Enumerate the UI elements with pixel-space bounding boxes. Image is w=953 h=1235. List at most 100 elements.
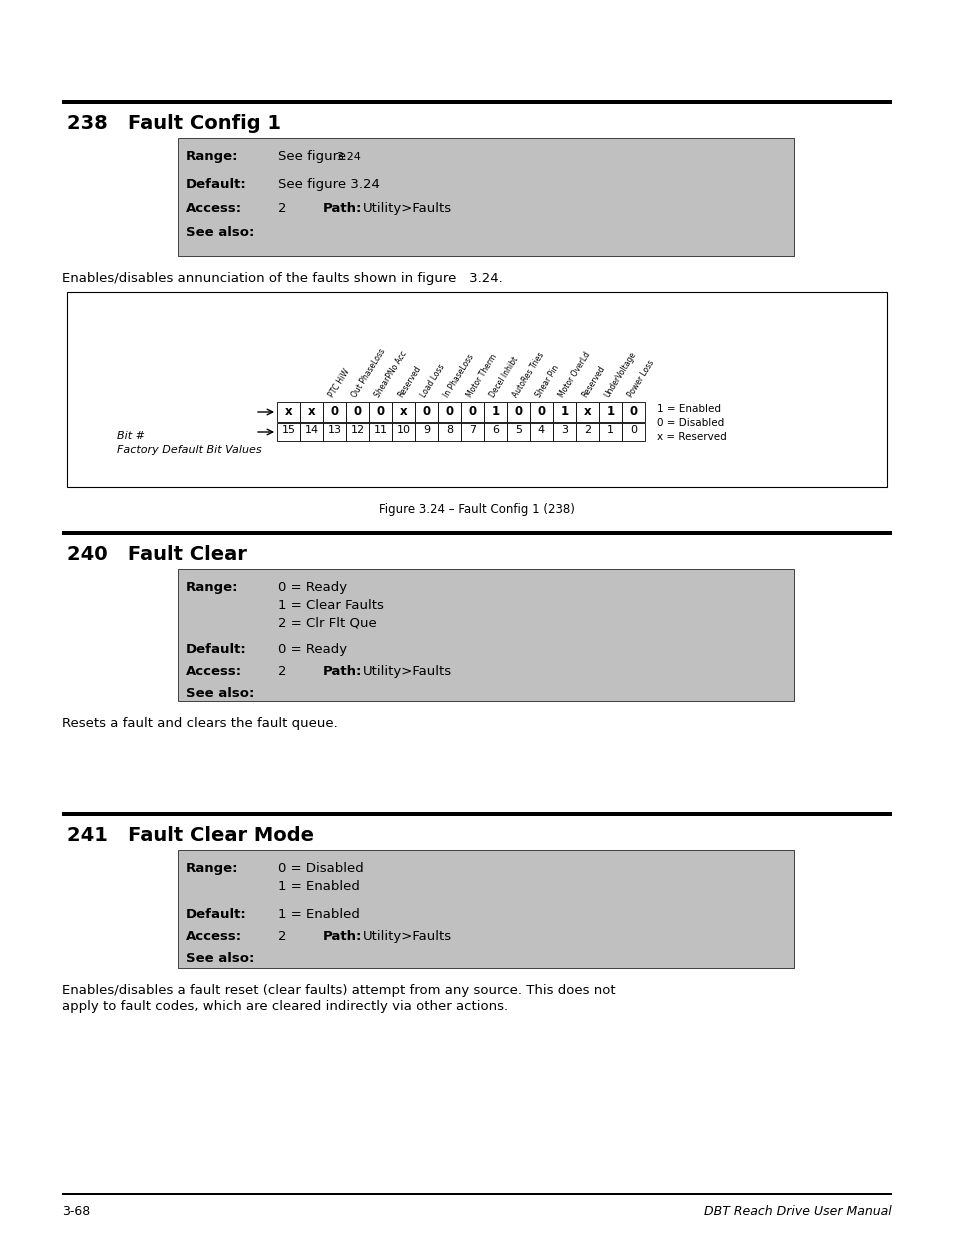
Bar [483, 424, 506, 441]
Text: 241   Fault Clear Mode: 241 Fault Clear Mode [67, 826, 314, 845]
Text: 0: 0 [330, 405, 338, 417]
Text: 2: 2 [277, 930, 286, 944]
Bar [621, 403, 644, 422]
Text: 0: 0 [537, 405, 545, 417]
Bar [553, 403, 576, 422]
Text: 2 = Clr Flt Que: 2 = Clr Flt Que [277, 618, 376, 630]
Text: 0 = Disabled: 0 = Disabled [657, 417, 723, 429]
Text: See also:: See also: [186, 952, 254, 965]
Text: 2: 2 [277, 664, 286, 678]
Text: 1: 1 [491, 405, 499, 417]
Text: Utility>Faults: Utility>Faults [363, 203, 452, 215]
Bar [299, 424, 323, 441]
Text: Shear Pin: Shear Pin [534, 363, 560, 399]
Bar [437, 403, 460, 422]
Bar [598, 424, 621, 441]
Text: Range:: Range: [186, 580, 238, 594]
Text: See also:: See also: [186, 687, 254, 700]
Text: 3: 3 [560, 425, 567, 435]
Text: Resets a fault and clears the fault queue.: Resets a fault and clears the fault queu… [62, 718, 337, 730]
Bar [346, 424, 369, 441]
Text: 238   Fault Config 1: 238 Fault Config 1 [67, 114, 281, 133]
Text: DBT Reach Drive User Manual: DBT Reach Drive User Manual [703, 1205, 891, 1218]
Bar [621, 424, 644, 441]
Bar [483, 403, 506, 422]
Text: 0: 0 [629, 405, 637, 417]
Bar [369, 424, 392, 441]
Text: 0 = Ready: 0 = Ready [277, 580, 347, 594]
Text: Path:: Path: [323, 930, 362, 944]
Text: 7: 7 [469, 425, 476, 435]
Text: x: x [399, 405, 407, 417]
Bar [437, 424, 460, 441]
Text: Enables/disables annunciation of the faults shown in figure   3.24.: Enables/disables annunciation of the fau… [62, 272, 502, 285]
Text: Decel Inhibt: Decel Inhibt [487, 356, 519, 399]
Text: Default:: Default: [186, 643, 247, 656]
Text: Out PhaseLoss: Out PhaseLoss [350, 347, 387, 399]
Text: 1 = Clear Faults: 1 = Clear Faults [277, 599, 383, 613]
Text: PTC HiW: PTC HiW [327, 367, 351, 399]
Text: 3-68: 3-68 [62, 1205, 91, 1218]
Bar [369, 403, 392, 422]
Text: Default:: Default: [186, 178, 247, 191]
Bar [178, 850, 793, 968]
Text: 0: 0 [445, 405, 453, 417]
Text: 1: 1 [606, 425, 614, 435]
Text: x: x [308, 405, 315, 417]
Text: x = Reserved: x = Reserved [657, 432, 726, 442]
Text: 0: 0 [353, 405, 361, 417]
Bar [178, 569, 793, 701]
Bar [62, 1193, 891, 1194]
Text: 5: 5 [515, 425, 521, 435]
Bar [576, 424, 598, 441]
Text: 1: 1 [606, 405, 614, 417]
Bar [62, 100, 891, 104]
Text: AutoRes Tries: AutoRes Tries [511, 351, 545, 399]
Text: Load Loss: Load Loss [418, 362, 446, 399]
Bar [276, 403, 299, 422]
Text: x: x [583, 405, 591, 417]
Text: Path:: Path: [323, 203, 362, 215]
Text: 14: 14 [304, 425, 318, 435]
Bar [598, 403, 621, 422]
Text: Utility>Faults: Utility>Faults [363, 664, 452, 678]
Text: UnderVoltage: UnderVoltage [602, 351, 638, 399]
Text: 15: 15 [281, 425, 295, 435]
Bar [460, 424, 483, 441]
Text: Utility>Faults: Utility>Faults [363, 930, 452, 944]
Bar [323, 403, 346, 422]
Text: See also:: See also: [186, 226, 254, 240]
Text: Power Loss: Power Loss [625, 358, 656, 399]
Text: 8: 8 [445, 425, 453, 435]
Bar [392, 424, 415, 441]
Text: Path:: Path: [323, 664, 362, 678]
Text: In PhaseLoss: In PhaseLoss [441, 352, 475, 399]
Bar [553, 424, 576, 441]
Text: Access:: Access: [186, 930, 242, 944]
Bar [323, 424, 346, 441]
Text: Access:: Access: [186, 664, 242, 678]
Text: ShearPNo Acc: ShearPNo Acc [373, 350, 408, 399]
Bar [415, 403, 437, 422]
Text: 0 = Disabled: 0 = Disabled [277, 862, 363, 876]
Text: 12: 12 [350, 425, 364, 435]
Bar [62, 531, 891, 535]
Text: 240   Fault Clear: 240 Fault Clear [67, 545, 247, 564]
Bar [506, 424, 530, 441]
Text: x: x [284, 405, 292, 417]
Text: Range:: Range: [186, 149, 238, 163]
Text: 11: 11 [374, 425, 387, 435]
Text: 1 = Enabled: 1 = Enabled [277, 881, 359, 893]
Bar [299, 403, 323, 422]
Text: Motor Therm: Motor Therm [464, 352, 498, 399]
Text: 10: 10 [396, 425, 410, 435]
Bar [530, 403, 553, 422]
Bar [460, 403, 483, 422]
Text: 0: 0 [514, 405, 522, 417]
Bar [178, 138, 793, 256]
Text: 1 = Enabled: 1 = Enabled [277, 908, 359, 921]
Bar [276, 424, 299, 441]
Text: Access:: Access: [186, 203, 242, 215]
Text: 1 = Enabled: 1 = Enabled [657, 404, 720, 414]
Text: apply to fault codes, which are cleared indirectly via other actions.: apply to fault codes, which are cleared … [62, 1000, 508, 1013]
